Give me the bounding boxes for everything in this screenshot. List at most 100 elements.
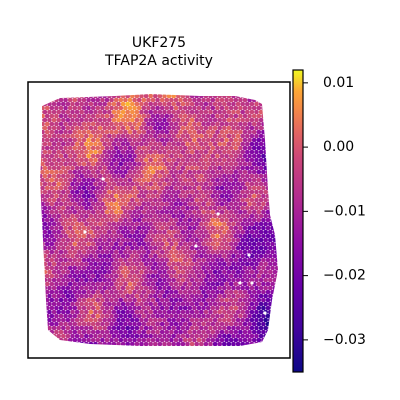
spot <box>84 261 89 267</box>
spot <box>56 309 61 315</box>
spot <box>251 177 257 183</box>
spot <box>222 293 227 299</box>
spot <box>102 149 107 155</box>
spot <box>49 305 55 311</box>
spot <box>143 261 149 267</box>
spot <box>162 229 167 235</box>
spot <box>97 125 103 131</box>
spot <box>242 105 248 111</box>
spot <box>212 285 218 291</box>
spot <box>224 225 229 231</box>
spot <box>166 173 172 179</box>
spot <box>240 325 245 331</box>
spot <box>153 109 158 115</box>
spot <box>86 233 91 239</box>
spot <box>166 293 172 299</box>
spot <box>215 177 220 183</box>
spot <box>245 189 250 195</box>
spot <box>249 181 255 187</box>
spot <box>67 329 73 335</box>
spot <box>226 293 232 299</box>
spot <box>155 265 160 271</box>
spot <box>233 241 239 247</box>
spot <box>104 177 110 183</box>
spot <box>189 109 195 115</box>
spot <box>242 201 248 207</box>
spot <box>169 185 174 191</box>
spot <box>222 197 227 203</box>
spot <box>208 173 213 179</box>
spot <box>86 265 91 271</box>
spot <box>65 101 71 107</box>
spot <box>107 301 112 307</box>
spot <box>231 165 236 171</box>
spot <box>84 141 89 147</box>
spot <box>173 185 179 191</box>
spot <box>263 94 269 99</box>
spot <box>176 237 181 243</box>
spot <box>58 265 64 271</box>
spot <box>58 329 64 335</box>
spot <box>272 181 278 187</box>
spot <box>205 129 211 135</box>
spot <box>254 269 259 275</box>
spot <box>245 269 250 275</box>
spot <box>77 217 82 223</box>
spot <box>51 157 57 163</box>
spot <box>187 217 193 223</box>
spot <box>44 209 50 215</box>
spot <box>162 325 167 331</box>
spot <box>116 173 121 179</box>
spot <box>125 253 130 259</box>
spot <box>166 301 172 307</box>
spot <box>86 281 91 287</box>
spot <box>224 345 229 346</box>
spot <box>72 305 78 311</box>
spot <box>224 273 229 279</box>
spot <box>148 221 153 227</box>
spot <box>65 341 71 346</box>
spot <box>233 193 239 199</box>
spot <box>88 133 94 139</box>
spot <box>164 289 170 295</box>
spot <box>233 233 239 239</box>
spot <box>178 313 183 319</box>
spot <box>240 133 245 139</box>
spot <box>44 193 50 199</box>
spot <box>107 269 112 275</box>
spot <box>212 269 218 275</box>
spot <box>194 94 199 99</box>
spot <box>70 309 75 315</box>
spot <box>104 185 110 191</box>
spot <box>245 341 250 346</box>
spot <box>113 257 119 263</box>
spot <box>256 145 262 151</box>
spot <box>136 289 142 295</box>
spot <box>88 229 94 235</box>
spot <box>226 309 232 315</box>
spot <box>254 325 259 331</box>
spot <box>224 153 229 159</box>
spot <box>136 345 142 346</box>
spot <box>143 205 149 211</box>
spot <box>178 273 183 279</box>
spot <box>194 157 199 163</box>
spot <box>196 177 202 183</box>
spot <box>130 94 135 99</box>
spot <box>277 269 278 275</box>
spot <box>176 245 181 251</box>
spot <box>270 225 275 231</box>
spot <box>58 145 64 151</box>
spot <box>51 189 57 195</box>
spot <box>231 309 236 315</box>
spot <box>84 277 89 283</box>
spot <box>205 177 211 183</box>
spot <box>127 345 133 346</box>
spot <box>40 285 43 291</box>
spot <box>42 261 48 267</box>
spot <box>210 201 216 207</box>
spot <box>123 145 128 151</box>
spot <box>104 249 110 255</box>
spot <box>148 317 153 323</box>
spot <box>185 213 190 219</box>
